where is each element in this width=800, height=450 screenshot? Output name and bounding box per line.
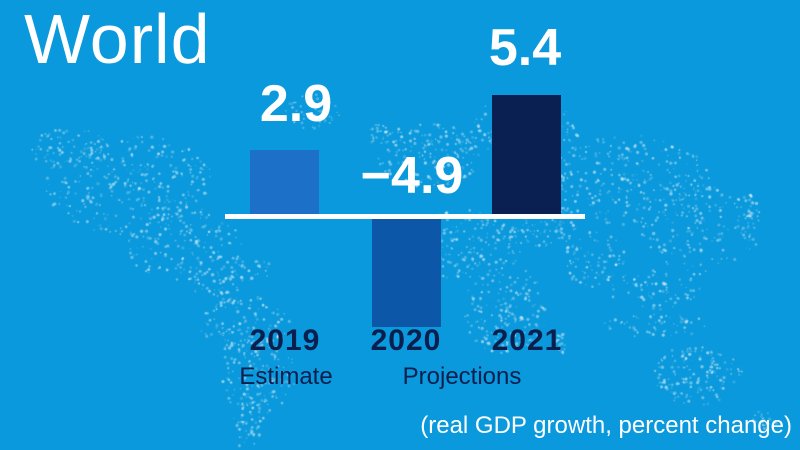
bar-2019 bbox=[249, 150, 319, 214]
annotation-estimate: Estimate bbox=[239, 363, 333, 390]
value-label-2021: 5.4 bbox=[488, 19, 562, 77]
zero-baseline bbox=[225, 214, 585, 219]
year-label-2021: 2021 bbox=[491, 324, 563, 357]
footnote: (real GDP growth, percent change) bbox=[420, 412, 792, 439]
bar-2020 bbox=[371, 219, 441, 327]
year-label-2019: 2019 bbox=[249, 324, 321, 357]
bar-2021 bbox=[491, 95, 561, 214]
value-label-2020: −4.9 bbox=[360, 147, 464, 205]
chart-title: World bbox=[24, 0, 211, 78]
value-label-2019: 2.9 bbox=[259, 75, 333, 133]
year-label-2020: 2020 bbox=[370, 324, 442, 357]
annotation-projections: Projections bbox=[402, 363, 522, 390]
